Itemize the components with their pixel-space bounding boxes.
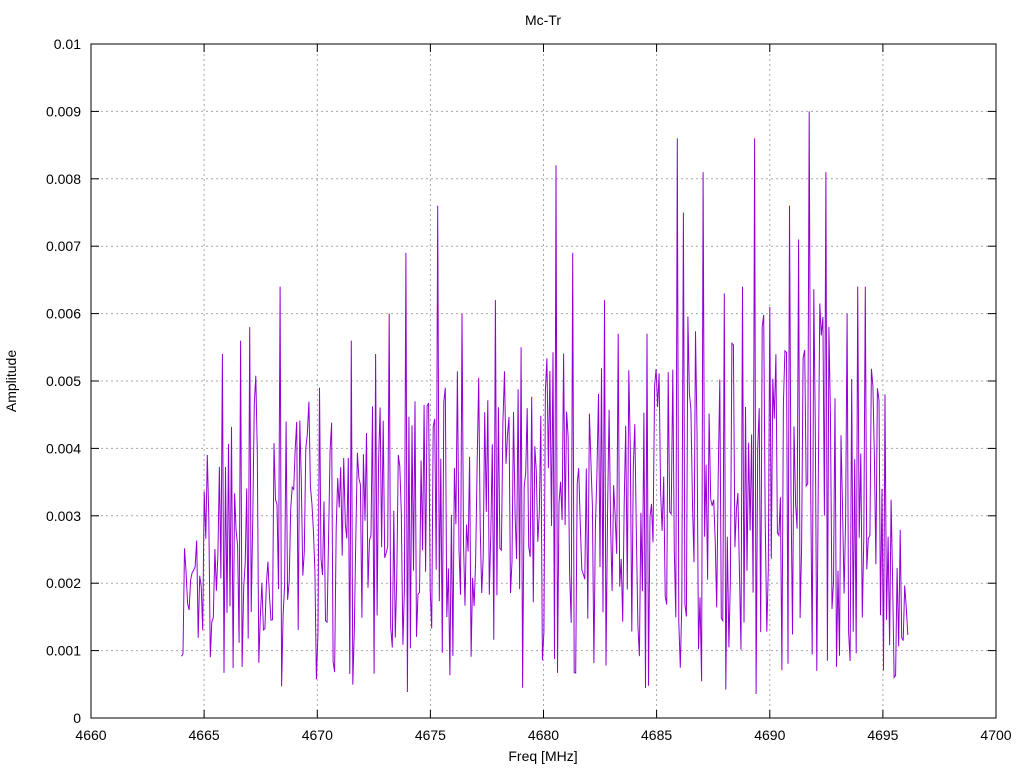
y-tick-label: 0.003 bbox=[46, 508, 81, 524]
y-tick-label: 0.005 bbox=[46, 373, 81, 389]
y-tick-label: 0.009 bbox=[46, 103, 81, 119]
x-tick-label: 4670 bbox=[302, 727, 333, 743]
y-tick-label: 0.007 bbox=[46, 238, 81, 254]
x-tick-label: 4675 bbox=[415, 727, 446, 743]
chart-title: Mc-Tr bbox=[525, 12, 561, 28]
y-axis-label: Amplitude bbox=[3, 350, 19, 412]
y-tick-label: 0 bbox=[73, 710, 81, 726]
tick-marks bbox=[90, 43, 997, 719]
tick-labels: 4660 4665 4670 4675 4680 4685 4690 4695 4700 0 0.0… bbox=[46, 36, 1012, 743]
x-tick-label: 4660 bbox=[75, 727, 106, 743]
x-tick-label: 4690 bbox=[754, 727, 785, 743]
y-tick-label: 0.001 bbox=[46, 643, 81, 659]
x-tick-label: 4665 bbox=[189, 727, 220, 743]
y-tick-label: 0.01 bbox=[54, 36, 81, 52]
x-axis-label: Freq [MHz] bbox=[508, 748, 577, 764]
x-tick-label: 4685 bbox=[641, 727, 672, 743]
spectrum-line bbox=[181, 111, 909, 695]
x-tick-label: 4695 bbox=[867, 727, 898, 743]
y-tick-label: 0.002 bbox=[46, 575, 81, 591]
data-series-layer bbox=[181, 111, 909, 695]
y-tick-label: 0.006 bbox=[46, 306, 81, 322]
x-tick-label: 4700 bbox=[980, 727, 1011, 743]
y-tick-label: 0.004 bbox=[46, 440, 81, 456]
x-tick-label: 4680 bbox=[528, 727, 559, 743]
y-tick-label: 0.008 bbox=[46, 171, 81, 187]
